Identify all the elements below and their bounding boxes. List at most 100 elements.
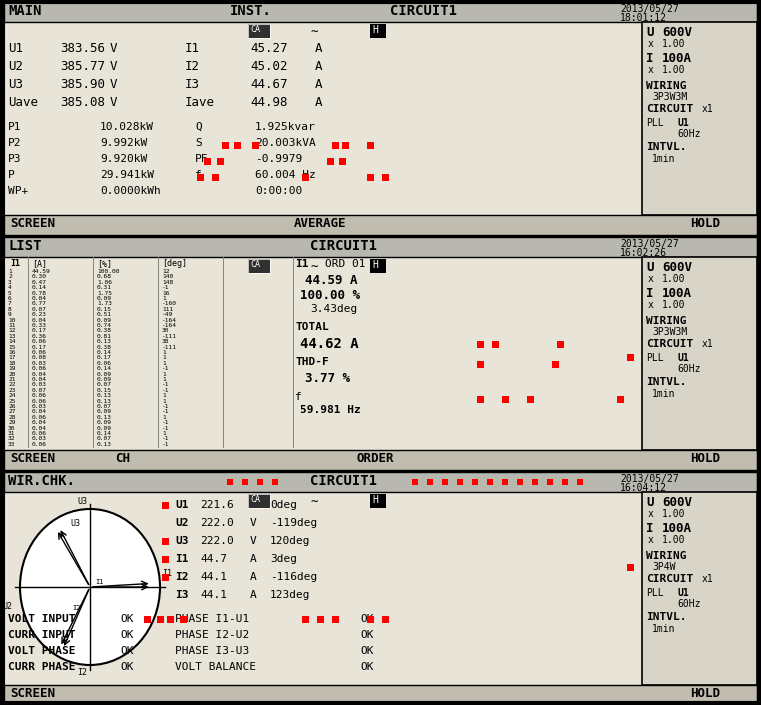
Text: 33: 33	[8, 442, 15, 447]
Text: -116deg: -116deg	[270, 572, 317, 582]
Text: INTVL.: INTVL.	[646, 612, 686, 622]
Text: V: V	[110, 78, 117, 91]
Bar	[477, 361, 484, 368]
Bar	[327, 158, 334, 165]
Text: 0.03: 0.03	[32, 361, 47, 366]
Text: I1: I1	[10, 259, 20, 268]
Text: V: V	[110, 96, 117, 109]
Text: 100A: 100A	[662, 52, 692, 65]
Text: 22: 22	[8, 382, 15, 388]
Bar	[28, 257, 29, 448]
Text: 0.06: 0.06	[32, 339, 47, 344]
Text: 45.27: 45.27	[250, 42, 288, 55]
Bar	[642, 22, 757, 215]
Text: 0:00:00: 0:00:00	[255, 186, 302, 196]
Bar	[562, 479, 568, 485]
Text: TOTAL: TOTAL	[295, 322, 329, 332]
Bar	[427, 479, 433, 485]
Text: PHASE I1-U1: PHASE I1-U1	[175, 614, 250, 624]
Text: A: A	[315, 78, 323, 91]
Text: U3: U3	[70, 519, 80, 528]
Text: 0.09: 0.09	[97, 410, 112, 415]
Text: 222.0: 222.0	[200, 536, 234, 546]
Text: 27: 27	[8, 410, 15, 415]
Bar	[627, 354, 634, 361]
Text: 140: 140	[162, 274, 174, 279]
Text: 16: 16	[162, 290, 170, 295]
Text: 5: 5	[8, 290, 11, 295]
Text: -164: -164	[162, 317, 177, 323]
Text: 3P3W3M: 3P3W3M	[652, 327, 687, 337]
Text: LIST: LIST	[8, 239, 42, 253]
Text: 0.36: 0.36	[32, 333, 47, 339]
Text: 0.09: 0.09	[97, 377, 112, 382]
Text: 15: 15	[8, 345, 15, 350]
Text: 1.73: 1.73	[97, 302, 112, 307]
Text: 0.13: 0.13	[97, 339, 112, 344]
Text: 0.06: 0.06	[32, 350, 47, 355]
Bar	[642, 257, 757, 450]
Bar	[242, 479, 248, 485]
Bar	[339, 158, 346, 165]
Text: 1: 1	[162, 372, 166, 376]
Bar	[552, 361, 559, 368]
Text: I2: I2	[185, 60, 200, 73]
Text: OK: OK	[120, 646, 133, 656]
Text: 600V: 600V	[662, 261, 692, 274]
Text: HOLD: HOLD	[690, 452, 720, 465]
Text: x1: x1	[702, 574, 714, 584]
Text: 1.00: 1.00	[662, 274, 686, 284]
Text: -111: -111	[162, 333, 177, 339]
Text: PLL: PLL	[646, 118, 664, 128]
Text: 1: 1	[162, 350, 166, 355]
Text: 2013/05/27: 2013/05/27	[620, 474, 679, 484]
Text: 0.81: 0.81	[97, 333, 112, 339]
Text: 0.06: 0.06	[32, 442, 47, 447]
Text: U3: U3	[175, 536, 189, 546]
Text: 44.62 A: 44.62 A	[300, 337, 358, 351]
Text: 1.75: 1.75	[97, 290, 112, 295]
Text: 59.981 Hz: 59.981 Hz	[300, 405, 361, 415]
Bar	[197, 174, 204, 181]
Bar	[642, 492, 757, 685]
Text: U: U	[646, 496, 654, 509]
Text: 60.004 Hz: 60.004 Hz	[255, 170, 316, 180]
Text: 0.06: 0.06	[32, 431, 47, 436]
Bar	[204, 158, 211, 165]
Text: 1.00: 1.00	[662, 535, 686, 545]
Text: 0.31: 0.31	[97, 286, 112, 290]
Text: I1: I1	[162, 569, 172, 578]
Text: 3P3W3M: 3P3W3M	[652, 92, 687, 102]
Text: ∼: ∼	[310, 495, 317, 508]
Bar	[502, 396, 509, 403]
Text: 31: 31	[8, 431, 15, 436]
Text: 14: 14	[8, 339, 15, 344]
Text: 1: 1	[162, 393, 166, 398]
Text: -1: -1	[162, 366, 170, 372]
Bar	[162, 556, 169, 563]
Text: 32: 32	[8, 436, 15, 441]
Text: V: V	[110, 60, 117, 73]
Text: 44.67: 44.67	[250, 78, 288, 91]
Bar	[162, 502, 169, 509]
Bar	[517, 479, 523, 485]
Text: ORDER: ORDER	[356, 452, 393, 465]
Text: VOLT PHASE: VOLT PHASE	[8, 646, 75, 656]
Bar	[217, 158, 224, 165]
Bar	[162, 574, 169, 581]
Text: I1: I1	[95, 579, 103, 585]
Text: 0.38: 0.38	[97, 329, 112, 333]
Text: ORD 01: ORD 01	[325, 259, 365, 269]
Text: CIRCUIT1: CIRCUIT1	[310, 239, 377, 253]
Text: VOLT BALANCE: VOLT BALANCE	[175, 662, 256, 672]
Bar	[332, 142, 339, 149]
Bar	[477, 396, 484, 403]
Text: U3: U3	[8, 78, 23, 91]
Text: 1: 1	[162, 431, 166, 436]
Bar	[317, 616, 324, 623]
Text: 4: 4	[8, 286, 11, 290]
Text: -1: -1	[162, 442, 170, 447]
Text: S: S	[195, 138, 202, 148]
Text: 60Hz: 60Hz	[677, 599, 700, 609]
Text: 0.04: 0.04	[32, 317, 47, 323]
